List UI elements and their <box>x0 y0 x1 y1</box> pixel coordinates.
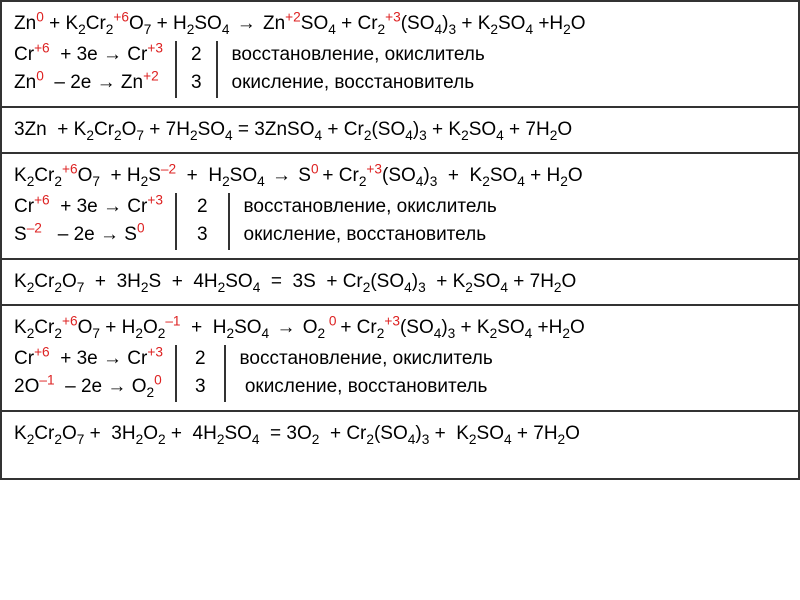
equation-balanced-2: K2Cr2O7 + 3H2S + 4H2SO4 = 3S + Cr2(SO4)3… <box>0 260 800 307</box>
coefficient: 2 <box>195 345 206 374</box>
process-label: окисление, восстановитель <box>244 221 497 250</box>
half-reactions-3: Cr+6 + 3e → Cr+3 2O–1 – 2e → O20 2 3 вос… <box>14 345 786 402</box>
coefficient: 3 <box>195 373 206 402</box>
reaction-block-2: K2Cr2+6O7 + H2S–2 + H2SO4 → S0 + Cr2+3(S… <box>0 154 800 260</box>
reaction-block-3: K2Cr2+6O7 + H2O2–1 + H2SO4 → O2 0 + Cr2+… <box>0 306 800 412</box>
reaction-block-1: Zn0 + K2Cr2+6O7 + H2SO4 → Zn+2SO4 + Cr2+… <box>0 0 800 108</box>
equation-balanced-3: K2Cr2O7 + 3H2O2 + 4H2SO4 = 3O2 + Cr2(SO4… <box>0 412 800 481</box>
coefficient: 2 <box>197 193 208 222</box>
equation-balanced-1: 3Zn + K2Cr2O7 + 7H2SO4 = 3ZnSO4 + Cr2(SO… <box>0 108 800 155</box>
process-label: окисление, восстановитель <box>232 69 485 98</box>
half-reactions-1: Cr+6 + 3e → Cr+3 Zn0 – 2e → Zn+2 2 3 вос… <box>14 41 786 98</box>
equation-unbalanced-3: K2Cr2+6O7 + H2O2–1 + H2SO4 → O2 0 + Cr2+… <box>14 314 786 343</box>
equation-unbalanced-1: Zn0 + K2Cr2+6O7 + H2SO4 → Zn+2SO4 + Cr2+… <box>14 10 786 39</box>
process-label: восстановление, окислитель <box>232 41 485 70</box>
coefficient: 3 <box>191 69 202 98</box>
coefficient: 3 <box>197 221 208 250</box>
process-label: восстановление, окислитель <box>244 193 497 222</box>
half-reactions-2: Cr+6 + 3e → Cr+3 S–2 – 2e → S0 2 3 восст… <box>14 193 786 250</box>
equation-unbalanced-2: K2Cr2+6O7 + H2S–2 + H2SO4 → S0 + Cr2+3(S… <box>14 162 786 191</box>
process-label: окисление, восстановитель <box>245 376 488 397</box>
coefficient: 2 <box>191 41 202 70</box>
process-label: восстановление, окислитель <box>240 345 493 374</box>
